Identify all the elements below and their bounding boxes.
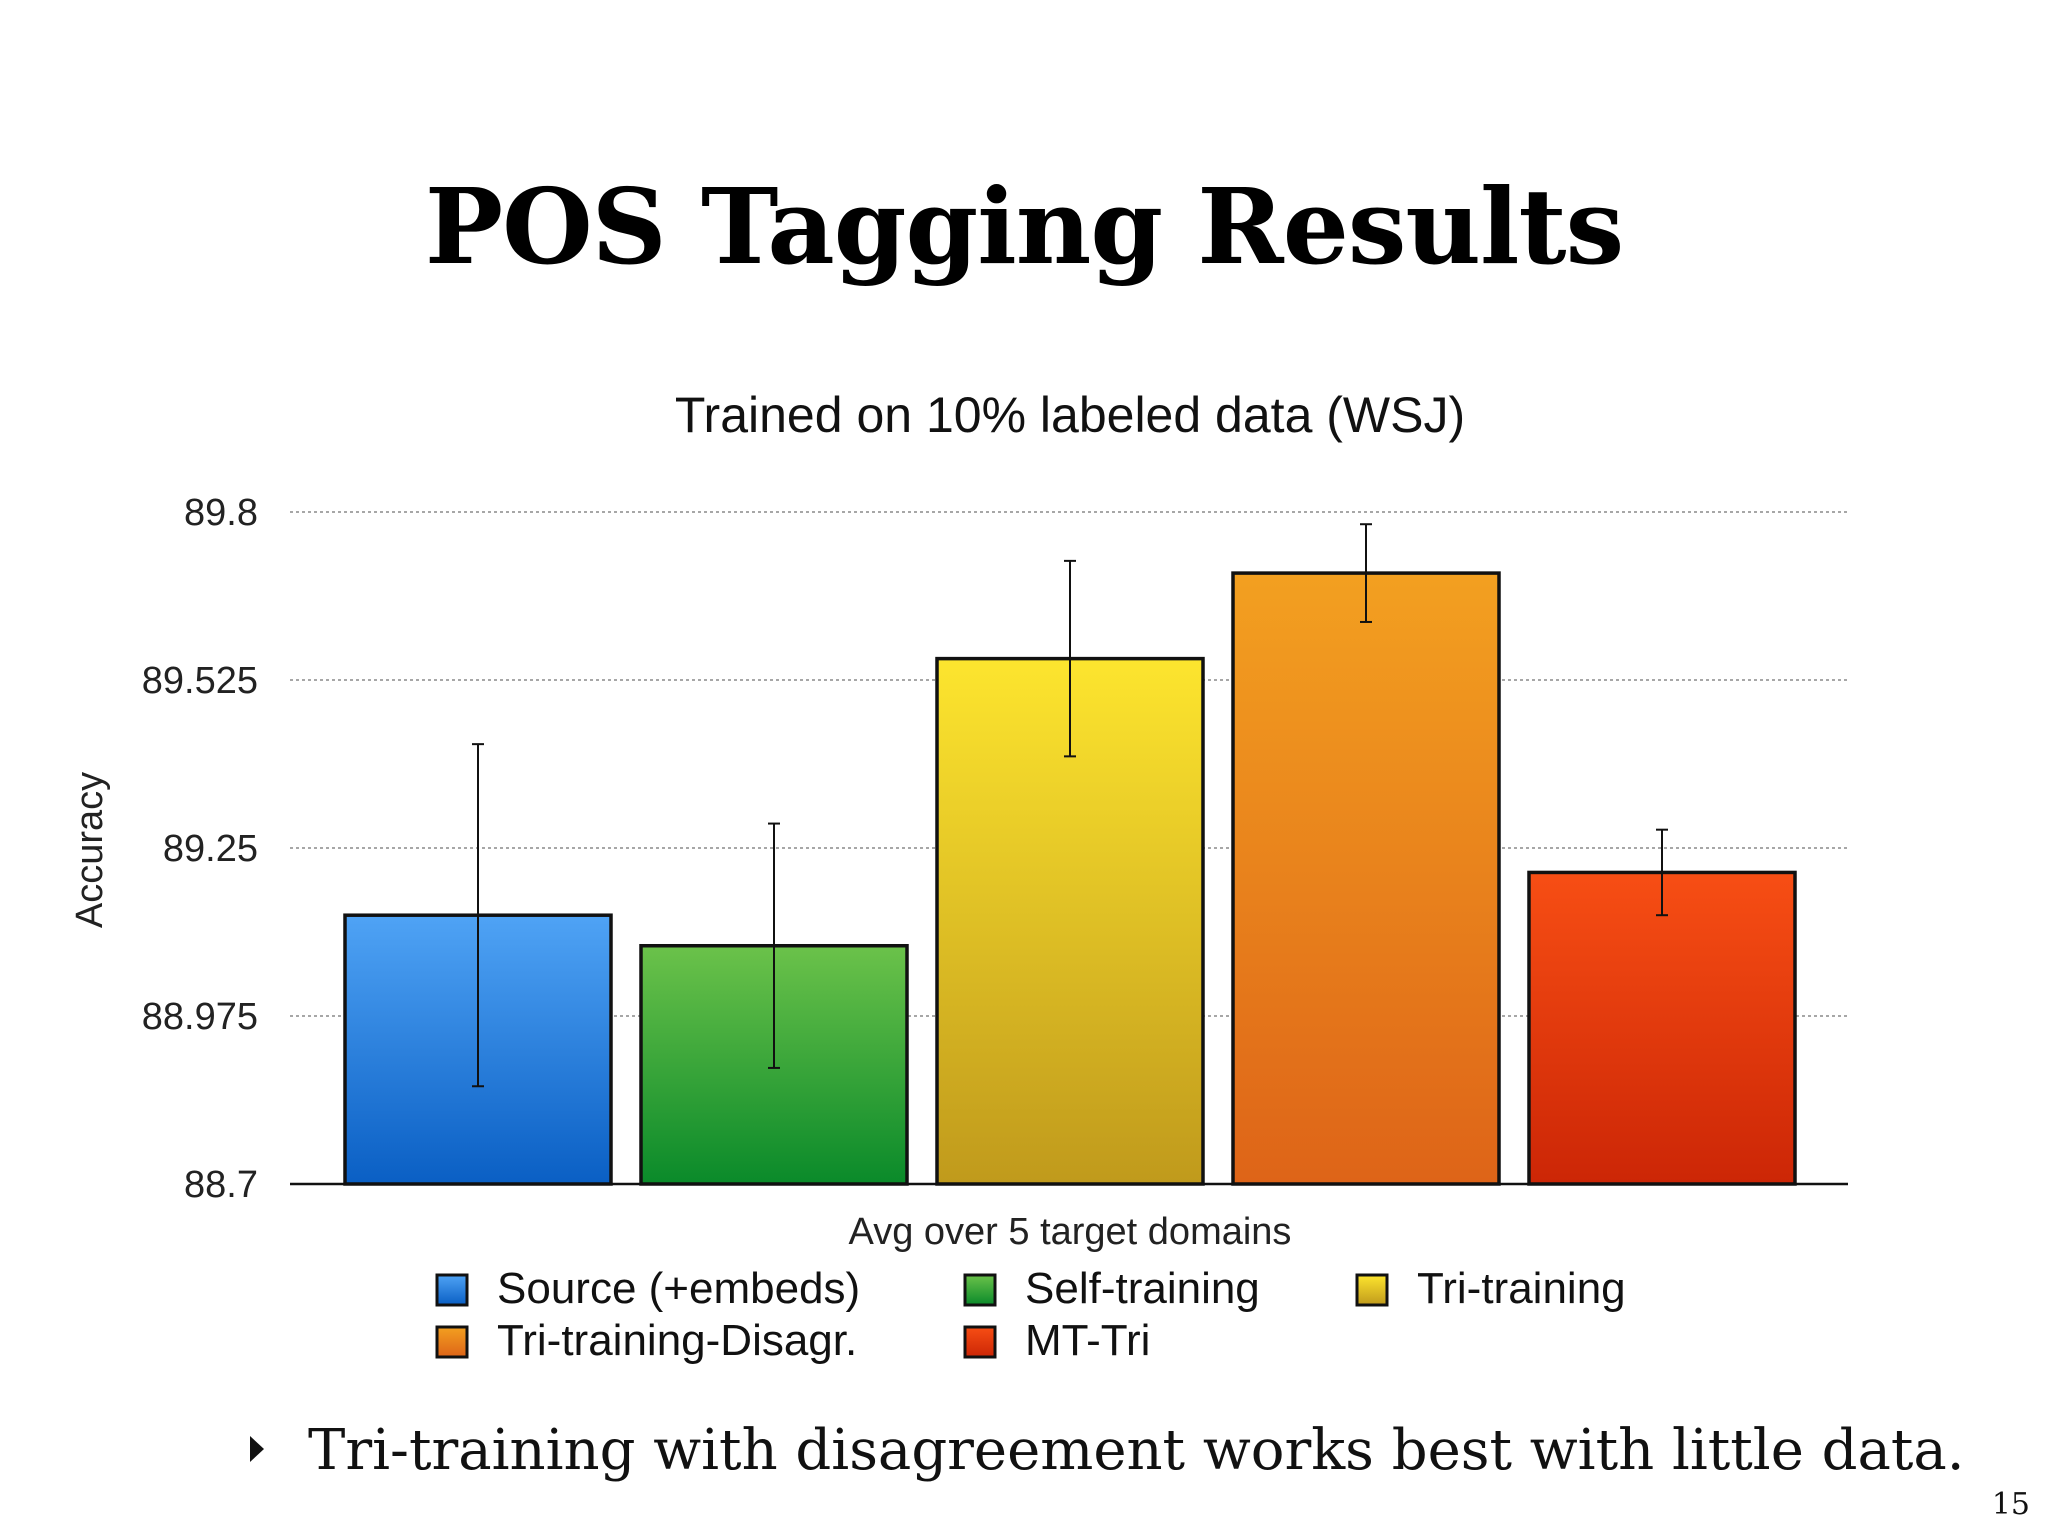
legend-entry: Tri-training-Disagr. xyxy=(497,1316,857,1365)
chart-title: Trained on 10% labeled data (WSJ) xyxy=(675,387,1465,443)
y-tick-label: 89.525 xyxy=(142,660,258,702)
y-tick-label: 88.7 xyxy=(184,1164,258,1206)
bar-chart: Trained on 10% labeled data (WSJ) Accura… xyxy=(69,387,1848,1365)
legend-swatch xyxy=(435,1325,469,1359)
legend-entry: Source (+embeds) xyxy=(497,1264,860,1313)
bar xyxy=(1231,571,1501,1186)
triangle-bullet-icon xyxy=(250,1435,264,1462)
legend-swatch xyxy=(963,1273,997,1307)
legend-swatch xyxy=(963,1325,997,1359)
axes: 88.7 88.975 89.25 89.525 89.8 xyxy=(142,492,1848,1206)
bar xyxy=(1527,870,1797,1186)
bullet-point: Tri-training with disagreement works bes… xyxy=(250,1418,1965,1483)
bars xyxy=(343,523,1797,1186)
slide-title: POS Tagging Results xyxy=(424,165,1624,288)
y-axis-label: Accuracy xyxy=(69,772,111,928)
y-tick-label: 88.975 xyxy=(142,996,258,1038)
page-number: 15 xyxy=(1991,1487,2030,1522)
legend-entry: Tri-training xyxy=(1417,1264,1626,1313)
y-tick-label: 89.8 xyxy=(184,492,258,534)
legend-swatch xyxy=(1355,1273,1389,1307)
y-tick-label: 89.25 xyxy=(163,828,258,870)
legend-entry: MT-Tri xyxy=(1025,1316,1150,1365)
bullet-text: Tri-training with disagreement works bes… xyxy=(308,1418,1965,1483)
legend-swatch xyxy=(435,1273,469,1307)
legend-entry: Self-training xyxy=(1025,1264,1260,1313)
x-axis-label: Avg over 5 target domains xyxy=(849,1211,1292,1253)
legend: Source (+embeds) Self-training Tri-trainin… xyxy=(435,1264,1626,1365)
